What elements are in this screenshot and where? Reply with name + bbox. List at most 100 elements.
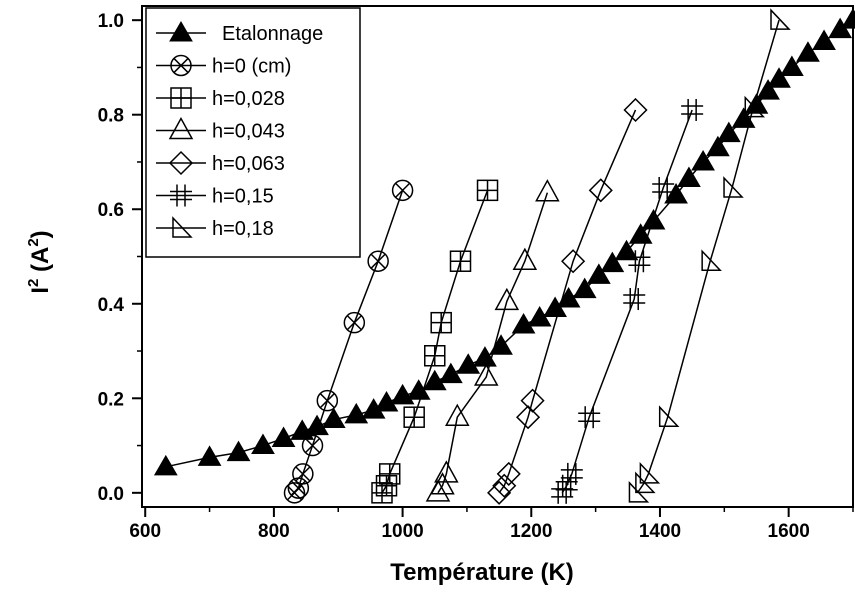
series-line-3 [437,192,549,494]
data-point-0-8 [344,402,369,424]
data-point-1-7 [391,179,414,202]
data-point-6-4 [701,249,722,271]
data-point-0-30 [691,149,715,171]
data-point-0-38 [796,41,820,62]
data-point-0-32 [716,121,741,143]
data-point-2-2 [378,463,401,485]
x-tick-label: 800 [258,521,290,542]
data-point-3-6 [512,247,538,270]
data-point-0-10 [374,391,399,412]
data-point-0-1 [197,445,222,466]
data-point-5-5 [628,250,651,273]
data-point-0-25 [614,239,639,261]
data-point-2-1 [375,474,398,497]
data-point-6-6 [744,95,766,118]
data-point-2-7 [476,179,499,202]
legend-label: h=0,063 [212,153,285,175]
data-point-6-2 [639,462,661,484]
legend-label: h=0,028 [212,88,285,110]
data-point-4-2 [496,461,521,486]
data-point-4-7 [623,97,648,123]
x-tick-label: 1000 [381,521,423,542]
data-point-0-39 [812,29,836,50]
data-point-6-5 [723,176,744,198]
data-point-4-4 [520,388,545,413]
data-point-0-18 [511,313,536,334]
data-point-4-3 [516,405,541,430]
series-line-5 [561,109,693,494]
data-point-3-3 [445,403,470,426]
data-point-2-5 [430,311,452,334]
data-point-3-4 [473,363,499,386]
series-line-2 [381,190,489,494]
data-point-5-2 [560,462,583,485]
legend-entry-5: h=0,15 [156,184,274,208]
legend-marker [172,216,193,238]
legend-entry-3: h=0,043 [156,116,285,143]
data-point-0-14 [438,362,463,384]
data-point-0-37 [780,55,804,76]
data-point-0-35 [756,79,780,100]
legend-label: h=0,15 [212,186,274,208]
data-point-3-2 [434,460,459,483]
data-point-5-3 [578,406,601,429]
legend-marker [170,87,192,109]
series-2 [371,179,499,504]
legend-entry-4: h=0,063 [156,150,285,176]
data-point-1-4 [316,389,339,412]
data-point-3-0 [425,479,451,502]
data-point-6-7 [770,8,791,30]
x-tick-label: 1400 [639,521,681,542]
data-point-5-7 [681,98,704,121]
data-point-0-2 [226,440,251,462]
series-5 [551,98,704,504]
data-point-3-7 [535,179,560,202]
data-point-5-6 [652,176,675,199]
x-tick-label: 1600 [768,521,810,542]
series-3 [425,179,560,502]
data-point-5-4 [623,288,646,311]
data-point-6-3 [658,405,680,427]
data-point-0-28 [664,183,688,204]
data-point-0-31 [706,135,730,157]
legend-marker [168,150,194,176]
x-axis-title: Température (K) [390,559,574,586]
y-tick-label: 0.2 [98,389,124,410]
y-tick-label: 0.8 [98,106,124,127]
data-point-0-4 [271,426,296,447]
data-point-0-24 [600,251,625,273]
data-point-4-5 [561,249,586,274]
series-layer [153,8,855,505]
data-point-0-36 [767,67,791,88]
series-line-6 [636,19,780,494]
legend-marker [170,184,192,207]
data-point-0-6 [305,414,329,436]
y-tick-label: 0.0 [98,484,124,505]
y-axis-title: I2 (A2) [25,230,54,293]
legend-label: Etalonnage [222,23,323,45]
x-tick-label: 1200 [510,521,552,542]
y-tick-label: 0.6 [98,200,124,221]
legend-label: h=0,18 [212,218,274,240]
data-point-3-5 [494,287,520,311]
data-point-0-3 [251,433,275,455]
legend-box [145,7,361,258]
legend-marker [170,54,192,77]
data-point-0-29 [677,166,701,188]
y-tick-label: 1.0 [98,11,124,32]
data-point-4-0 [487,480,512,505]
legend: Etalonnage h=0 (cm) h=0,028 h=0,043 h=0,063 h… [145,7,361,258]
data-point-1-6 [367,250,389,272]
legend-entry-1: h=0 (cm) [156,54,291,78]
data-point-0-41 [841,8,855,29]
legend-entry-2: h=0,028 [156,87,285,110]
legend-marker [168,116,194,140]
data-point-0-23 [586,263,611,284]
data-point-0-22 [572,277,597,299]
legend-marker [169,21,193,42]
data-point-0-15 [456,353,481,374]
data-point-3-1 [430,472,455,495]
series-line-1 [293,190,404,494]
series-4 [487,97,648,505]
data-point-2-3 [403,406,425,428]
